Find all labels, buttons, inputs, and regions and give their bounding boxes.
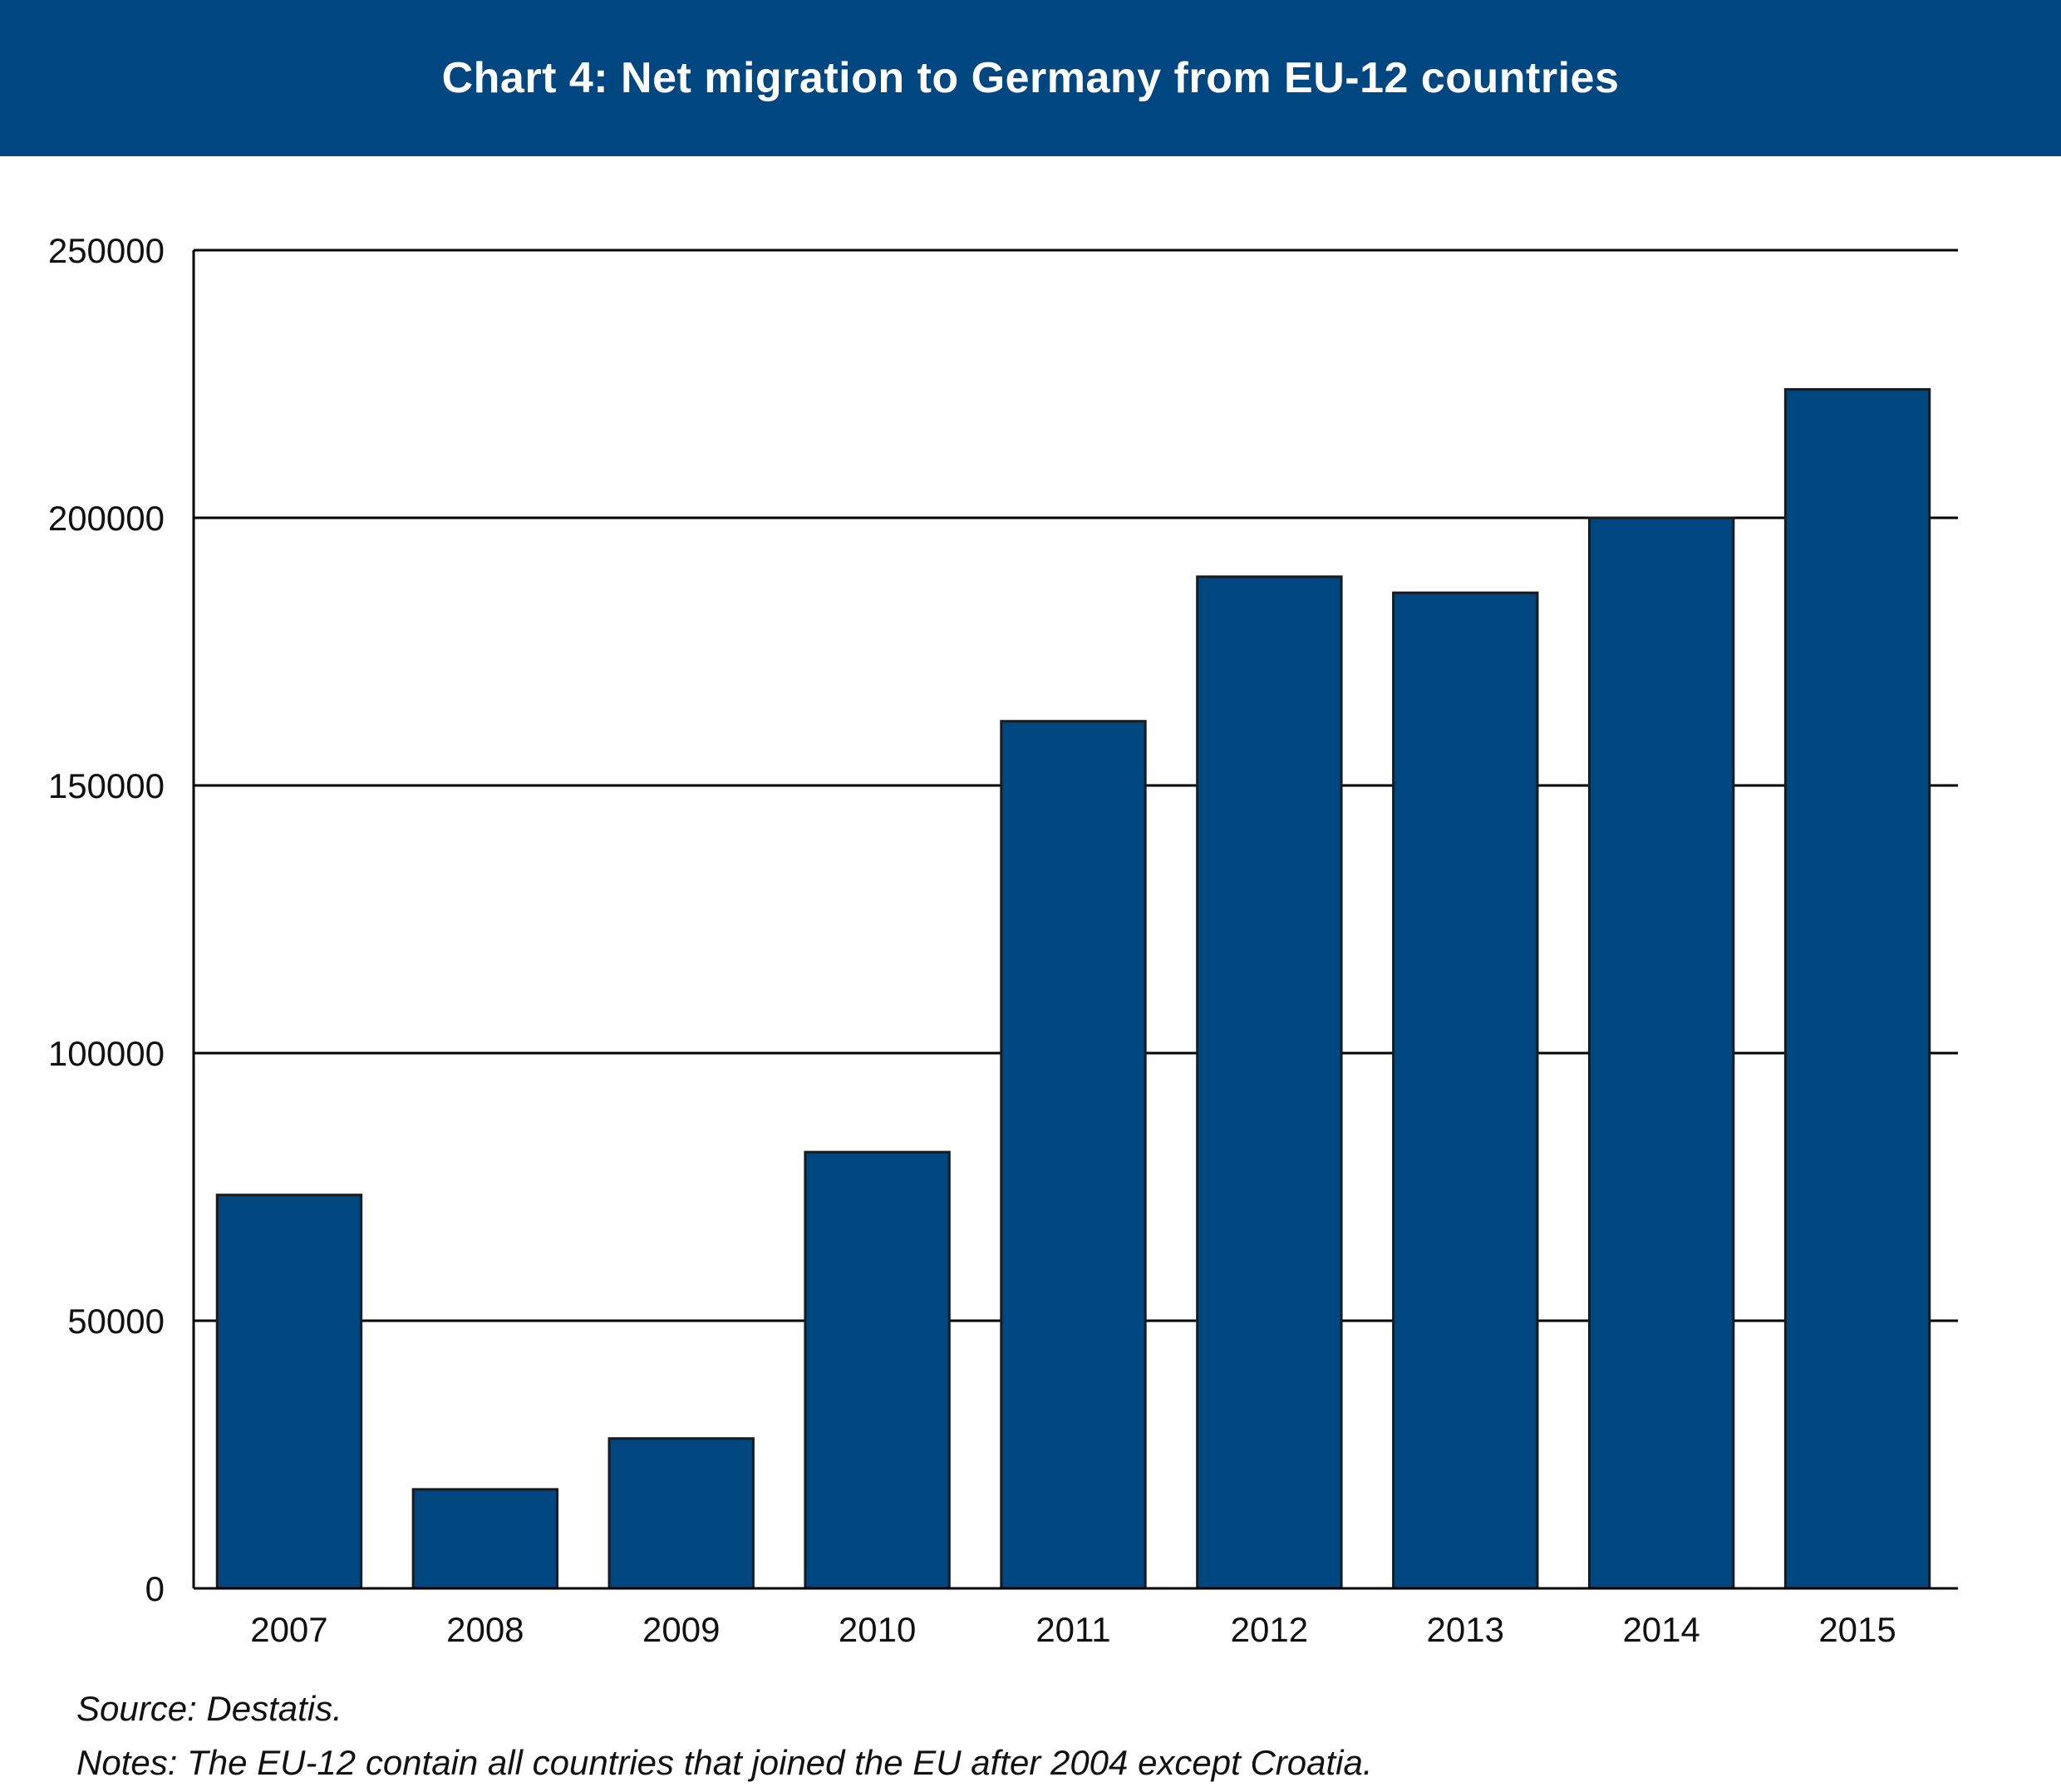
y-tick-label: 250000 (48, 231, 165, 270)
y-tick-label: 50000 (67, 1302, 165, 1341)
y-tick-labels: 0 50000 100000 150000 200000 250000 (48, 231, 165, 1608)
y-tick-label: 0 (145, 1569, 165, 1608)
axes (192, 250, 1958, 1590)
bar-2012 (1196, 575, 1343, 1590)
x-tick-label: 2015 (1818, 1610, 1896, 1649)
bar-2014 (1587, 516, 1735, 1590)
y-tick-label: 200000 (48, 499, 165, 538)
x-tick-label: 2009 (642, 1610, 720, 1649)
bar-2013 (1392, 591, 1539, 1590)
y-tick-label: 150000 (48, 766, 165, 805)
title-banner: Chart 4: Net migration to Germany from E… (0, 0, 2061, 156)
x-tick-label: 2014 (1622, 1610, 1699, 1649)
y-tick-label: 100000 (48, 1034, 165, 1073)
bar-2007 (215, 1194, 363, 1590)
x-tick-label: 2010 (839, 1610, 916, 1649)
source-note: Source: Destatis. (76, 1689, 342, 1728)
bar-2010 (804, 1150, 951, 1590)
bar-2008 (411, 1488, 559, 1590)
x-tick-label: 2008 (446, 1610, 524, 1649)
x-tick-labels: 2007 2008 2009 2010 2011 2012 2013 2014 2015 (250, 1610, 1896, 1649)
notes-text: Notes: The EU-12 contain all countries t… (76, 1743, 1373, 1782)
x-tick-label: 2012 (1231, 1610, 1308, 1649)
x-tick-label: 2011 (1035, 1610, 1110, 1649)
chart-title: Chart 4: Net migration to Germany from E… (441, 54, 1620, 102)
bar-2011 (1000, 720, 1147, 1590)
x-tick-label: 2013 (1427, 1610, 1504, 1649)
x-tick-label: 2007 (250, 1610, 327, 1649)
bars (215, 387, 1931, 1590)
bar-2015 (1783, 387, 1931, 1590)
bar-2009 (607, 1437, 755, 1590)
